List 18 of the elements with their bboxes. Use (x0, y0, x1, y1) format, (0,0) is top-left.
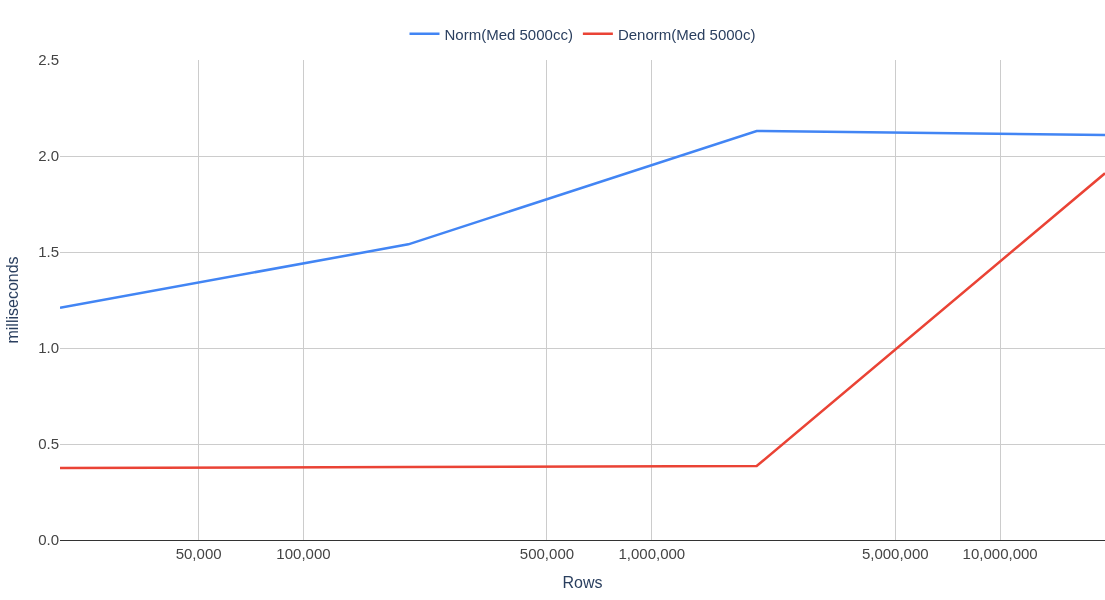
y-tick-label: 0.5 (38, 435, 59, 453)
x-tick-label: 500,000 (519, 545, 575, 562)
x-tick-label: 10,000,000 (962, 545, 1038, 562)
x-tick-label: 5,000,000 (861, 545, 929, 562)
legend-label: Norm(Med 5000cc) (444, 25, 573, 43)
y-axis-title: milliseconds (4, 256, 22, 344)
line-series (60, 172, 1105, 470)
y-tick-label: 2.0 (38, 147, 59, 165)
x-tick-label: 1,000,000 (618, 545, 686, 562)
x-tick-label: 100,000 (276, 545, 331, 562)
legend-label: Denorm(Med 5000c) (617, 25, 756, 43)
line-series (60, 129, 1105, 309)
y-tick-label: 1.5 (38, 243, 59, 261)
y-tick-label: 0.0 (38, 531, 59, 549)
y-tick-label: 1.0 (38, 339, 59, 357)
x-tick-label: 50,000 (175, 545, 222, 562)
y-tick-label: 2.5 (38, 51, 59, 69)
x-axis-title: Rows (562, 573, 603, 591)
